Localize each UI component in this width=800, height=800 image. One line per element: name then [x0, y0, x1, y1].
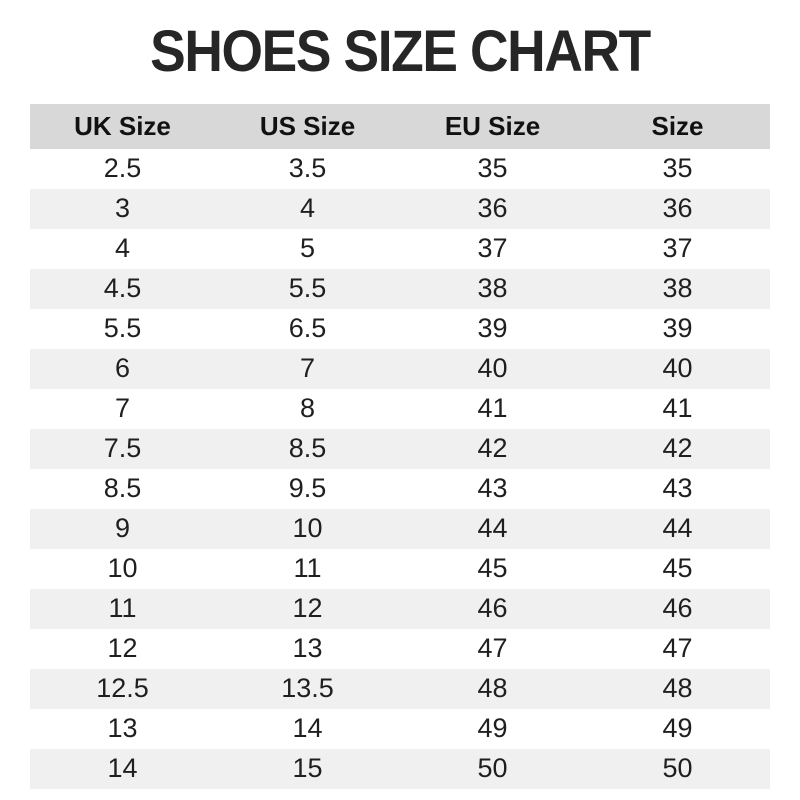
cell-us-size: 15: [292, 753, 323, 784]
cell-uk-size: 12: [107, 633, 138, 664]
cell-eu-size: 48: [477, 673, 508, 704]
cell-eu-size: 36: [477, 193, 508, 224]
cell-size: 43: [662, 473, 693, 504]
cell-uk-size: 8.5: [103, 473, 142, 504]
cell-size: 49: [662, 713, 693, 744]
cell-uk-size: 4.5: [103, 273, 142, 304]
table-row: 11 12 46 46: [30, 588, 770, 629]
table-row: 10 11 45 45: [30, 548, 770, 589]
page-title: SHOES SIZE CHART: [150, 19, 651, 84]
cell-size: 48: [662, 673, 693, 704]
cell-uk-size: 7: [114, 393, 131, 424]
cell-uk-size: 9: [114, 513, 131, 544]
cell-us-size: 13.5: [281, 673, 334, 704]
size-chart-table: UK Size US Size EU Size Size 2.5 3.5 35 …: [30, 103, 770, 789]
table-row: 4 5 37 37: [30, 228, 770, 269]
cell-us-size: 11: [293, 553, 322, 584]
cell-eu-size: 39: [477, 313, 508, 344]
cell-size: 47: [662, 633, 693, 664]
cell-size: 42: [662, 433, 693, 464]
table-row: 14 15 50 50: [30, 748, 770, 789]
cell-eu-size: 47: [477, 633, 508, 664]
cell-size: 46: [662, 593, 693, 624]
table-body: 2.5 3.5 35 35 3 4 36 36 4 5 37 37 4.5 5.…: [30, 148, 770, 789]
cell-uk-size: 7.5: [103, 433, 142, 464]
cell-size: 44: [662, 513, 693, 544]
cell-size: 37: [662, 233, 693, 264]
cell-uk-size: 5.5: [103, 313, 142, 344]
cell-us-size: 13: [292, 633, 323, 664]
cell-uk-size: 12.5: [96, 673, 149, 704]
cell-uk-size: 4: [114, 233, 131, 264]
cell-eu-size: 44: [477, 513, 508, 544]
cell-eu-size: 49: [477, 713, 508, 744]
cell-size: 36: [662, 193, 693, 224]
table-row: 13 14 49 49: [30, 708, 770, 749]
column-header-eu-size: EU Size: [400, 103, 585, 149]
column-header-uk-size: UK Size: [30, 103, 215, 149]
table-row: 7 8 41 41: [30, 388, 770, 429]
cell-us-size: 14: [292, 713, 323, 744]
cell-size: 41: [662, 393, 693, 424]
cell-us-size: 7: [299, 353, 316, 384]
cell-us-size: 3.5: [288, 153, 327, 184]
table-row: 2.5 3.5 35 35: [30, 148, 770, 189]
table-row: 8.5 9.5 43 43: [30, 468, 770, 509]
table-row: 4.5 5.5 38 38: [30, 268, 770, 309]
cell-size: 35: [662, 153, 693, 184]
cell-eu-size: 40: [477, 353, 508, 384]
cell-uk-size: 2.5: [103, 153, 142, 184]
cell-size: 39: [662, 313, 693, 344]
table-header: UK Size US Size EU Size Size: [30, 103, 770, 149]
cell-size: 38: [662, 273, 693, 304]
table-row: 6 7 40 40: [30, 348, 770, 389]
cell-us-size: 9.5: [288, 473, 327, 504]
cell-us-size: 12: [292, 593, 323, 624]
column-header-size: Size: [585, 103, 770, 149]
table-row: 7.5 8.5 42 42: [30, 428, 770, 469]
cell-eu-size: 46: [477, 593, 508, 624]
cell-eu-size: 37: [477, 233, 508, 264]
cell-eu-size: 42: [477, 433, 508, 464]
cell-eu-size: 45: [477, 553, 508, 584]
cell-uk-size: 3: [114, 193, 131, 224]
cell-us-size: 8: [299, 393, 316, 424]
size-chart-page: SHOES SIZE CHART UK Size US Size EU Size…: [0, 19, 800, 800]
cell-eu-size: 43: [477, 473, 508, 504]
table-row: 12.5 13.5 48 48: [30, 668, 770, 709]
cell-us-size: 6.5: [288, 313, 327, 344]
column-header-us-size: US Size: [215, 103, 400, 149]
cell-us-size: 5: [299, 233, 316, 264]
cell-us-size: 4: [299, 193, 316, 224]
cell-uk-size: 11: [108, 593, 137, 624]
cell-us-size: 5.5: [288, 273, 327, 304]
cell-eu-size: 50: [477, 753, 508, 784]
cell-size: 50: [662, 753, 693, 784]
cell-eu-size: 41: [477, 393, 508, 424]
table-row: 3 4 36 36: [30, 188, 770, 229]
cell-uk-size: 14: [107, 753, 138, 784]
cell-eu-size: 35: [477, 153, 508, 184]
cell-us-size: 10: [292, 513, 323, 544]
cell-size: 40: [662, 353, 693, 384]
cell-eu-size: 38: [477, 273, 508, 304]
cell-size: 45: [662, 553, 693, 584]
cell-uk-size: 6: [114, 353, 131, 384]
table-row: 5.5 6.5 39 39: [30, 308, 770, 349]
cell-uk-size: 10: [107, 553, 138, 584]
table-row: 9 10 44 44: [30, 508, 770, 549]
header-row: UK Size US Size EU Size Size: [30, 103, 770, 149]
cell-uk-size: 13: [107, 713, 138, 744]
cell-us-size: 8.5: [288, 433, 327, 464]
table-row: 12 13 47 47: [30, 628, 770, 669]
